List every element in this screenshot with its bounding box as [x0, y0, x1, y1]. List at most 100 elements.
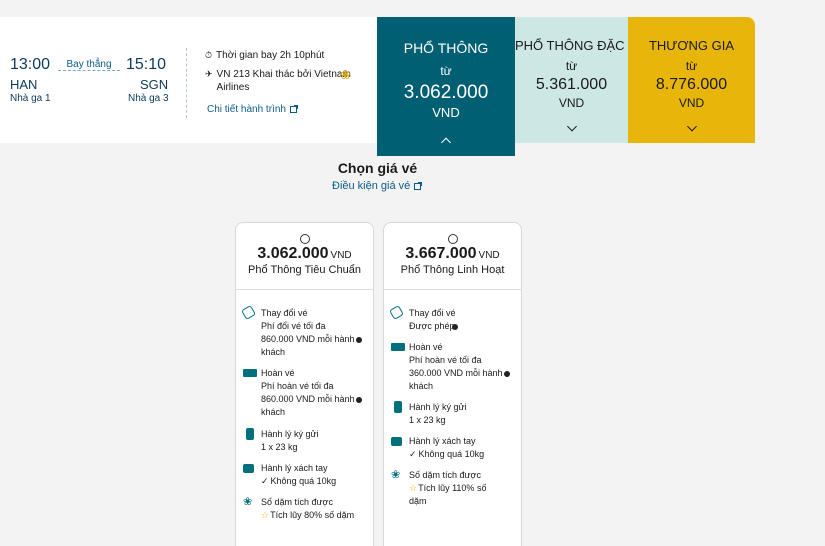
flight-operator-text: VN 213 Khai thác bởi Vietnam Airlines	[216, 69, 351, 93]
class-currency: VND	[432, 105, 460, 120]
divider	[384, 289, 521, 290]
feature-detail: Phí đổi vé tối đa 860.000 VND mỗi hành k…	[261, 321, 355, 357]
refund-icon	[391, 343, 405, 351]
fare-conditions-link[interactable]: Điều kiện giá vé	[332, 180, 423, 192]
feature-detail: Được phép	[409, 321, 455, 331]
feature-title: Số dặm tích được	[261, 497, 333, 507]
divider	[186, 48, 187, 118]
class-business-tab[interactable]: THƯƠNG GIA từ 8.776.000 VND	[628, 17, 755, 143]
class-premium-economy-tab[interactable]: PHỔ THÔNG ĐẶC BIỆT từ 5.361.000 VND	[515, 17, 658, 143]
carry-on-bag-icon	[243, 464, 254, 473]
fare-name: Phổ Thông Linh Hoạt	[400, 264, 505, 276]
feature-detail: Tích lũy 110% số dặm	[409, 483, 487, 506]
feature-title: Thay đổi vé	[261, 308, 308, 318]
departure-airport-code: HAN	[10, 77, 38, 92]
clock-icon: ⏱	[205, 50, 213, 60]
feature-detail: 1 x 23 kg	[409, 415, 446, 425]
lotus-miles-icon: ❀	[391, 469, 401, 481]
class-name: THƯƠNG GIA	[648, 38, 735, 53]
check-icon: ✓	[409, 449, 417, 459]
feature-title: Hoàn vé	[409, 342, 443, 352]
feature-title: Hành lý xách tay	[409, 436, 476, 446]
fare-radio[interactable]	[299, 234, 310, 244]
fare-price: 3.667.000 VND	[384, 245, 521, 263]
feature-checked-baggage: Hành lý ký gửi 1 x 23 kg	[391, 401, 516, 429]
flight-duration-text: Thời gian bay 2h 10phút	[216, 50, 325, 61]
ticket-change-icon	[388, 304, 405, 321]
luggage-icon	[394, 401, 402, 413]
class-from-label: từ	[685, 59, 698, 73]
carry-on-bag-icon	[391, 437, 402, 446]
fare-amount: 3.667.000	[405, 245, 477, 262]
choose-fare-title: Chọn giá vé	[337, 160, 418, 176]
check-icon: ✓	[261, 476, 269, 486]
info-icon[interactable]	[356, 337, 362, 343]
luggage-icon	[246, 428, 254, 440]
flight-duration: ⏱ Thời gian bay 2h 10phút	[205, 50, 324, 61]
star-icon: ☆	[409, 483, 418, 493]
itinerary-detail-label: Chi tiết hành trình	[207, 104, 286, 115]
feature-detail: Không quá 10kg	[418, 449, 485, 459]
class-name: PHỔ THÔNG ĐẶC BIỆT	[515, 38, 658, 53]
feature-detail: Phí hoàn vé tối đa 860.000 VND mỗi hành …	[261, 381, 355, 417]
airplane-icon: ✈	[205, 69, 213, 79]
chevron-down-icon	[566, 121, 577, 132]
feature-change: Thay đổi vé Được phép	[388, 304, 516, 333]
class-name: PHỔ THÔNG	[403, 40, 489, 56]
departure-time: 13:00	[10, 56, 51, 73]
class-currency: VND	[558, 96, 585, 110]
feature-title: Hành lý ký gửi	[409, 402, 467, 412]
feature-miles: ❀ Số dặm tích được ☆Tích lũy 110% số dặm	[391, 469, 516, 509]
class-price: 8.776.000	[655, 76, 728, 93]
feature-title: Hành lý ký gửi	[261, 429, 319, 439]
feature-detail: Không quá 10kg	[270, 476, 337, 486]
fare-currency: VND	[478, 250, 500, 261]
fare-conditions-label: Điều kiện giá vé	[332, 180, 411, 192]
feature-carry-on: Hành lý xách tay ✓ Không quá 10kg	[243, 462, 368, 490]
departure-terminal: Nhà ga 1	[10, 93, 51, 104]
feature-title: Hành lý xách tay	[261, 463, 328, 473]
flight-operator: ✈ VN 213 Khai thác bởi Vietnam Airlines	[205, 68, 365, 94]
info-icon[interactable]	[452, 324, 458, 330]
feature-title: Thay đổi vé	[409, 308, 456, 318]
external-link-icon	[414, 181, 423, 190]
fare-name: Phổ Thông Tiêu Chuẩn	[248, 264, 361, 276]
route-line	[58, 70, 120, 71]
info-icon[interactable]	[356, 397, 362, 403]
divider	[236, 289, 373, 290]
feature-checked-baggage: Hành lý ký gửi 1 x 23 kg	[243, 428, 368, 456]
chevron-down-icon	[686, 121, 697, 132]
arrival-time: 15:10	[126, 56, 167, 73]
class-price: 3.062.000	[403, 82, 489, 103]
ticket-change-icon	[240, 304, 257, 321]
itinerary-detail-link[interactable]: Chi tiết hành trình	[207, 104, 298, 115]
class-economy-tab[interactable]: PHỔ THÔNG từ 3.062.000 VND	[377, 17, 515, 156]
lotus-miles-icon: ❀	[243, 496, 253, 508]
feature-miles: ❀ Số dặm tích được ☆Tích lũy 80% số dặm	[243, 496, 368, 524]
feature-title: Số dặm tích được	[409, 470, 481, 480]
class-currency: VND	[678, 96, 705, 110]
fare-currency: VND	[330, 250, 352, 261]
class-from-label: từ	[440, 64, 452, 78]
fare-price: 3.062.000 VND	[236, 245, 373, 263]
feature-detail: Tích lũy 80% số dặm	[270, 510, 355, 520]
info-icon[interactable]	[504, 371, 510, 377]
star-icon: ☆	[261, 510, 270, 520]
fare-radio[interactable]	[447, 234, 458, 244]
feature-title: Hoàn vé	[261, 368, 295, 378]
feature-detail: Phí hoàn vé tối đa 360.000 VND mỗi hành …	[409, 355, 503, 391]
class-from-label: từ	[565, 59, 578, 73]
external-link-icon	[289, 105, 298, 113]
feature-carry-on: Hành lý xách tay ✓ Không quá 10kg	[391, 435, 516, 463]
arrival-airport-code: SGN	[140, 77, 169, 92]
fare-card-standard[interactable]: 3.062.000 VND Phổ Thông Tiêu Chuẩn Thay đ…	[235, 222, 374, 546]
class-price: 5.361.000	[535, 76, 608, 93]
airline-lotus-logo-icon: ❀	[340, 67, 351, 82]
feature-change: Thay đổi vé Phí đổi vé tối đa 860.000 VND…	[240, 304, 368, 359]
refund-icon	[243, 369, 257, 377]
direct-flight-label: Bay thẳng	[66, 59, 112, 70]
feature-refund: Hoàn vé Phí hoàn vé tối đa 360.000 VND mỗ…	[391, 341, 516, 393]
fare-card-flex[interactable]: 3.667.000 VND Phổ Thông Linh Hoạt Thay đổ…	[383, 222, 522, 546]
feature-refund: Hoàn vé Phí hoàn vé tối đa 860.000 VND mỗ…	[243, 367, 368, 419]
chevron-up-icon	[441, 137, 451, 148]
